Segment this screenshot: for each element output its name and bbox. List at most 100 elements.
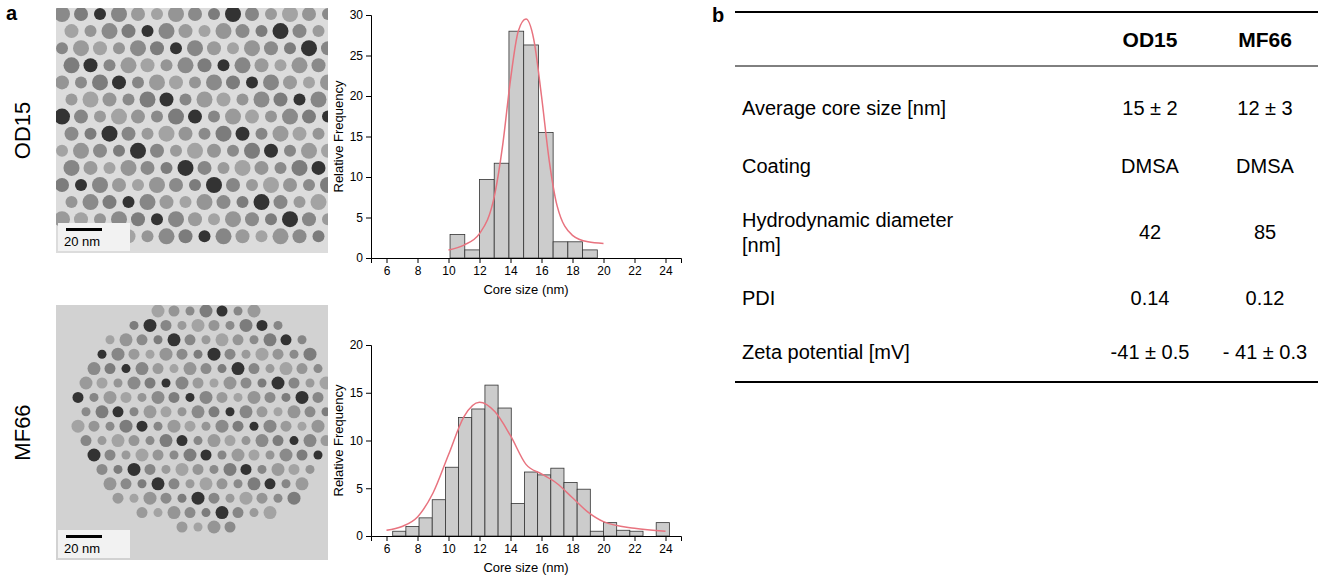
- particle: [168, 333, 181, 346]
- tick: 10: [442, 258, 456, 278]
- particle: [280, 449, 293, 462]
- particle: [273, 126, 289, 142]
- particle: [250, 508, 259, 517]
- particle: [185, 421, 196, 432]
- bar: [656, 523, 669, 536]
- tick-label: 12: [473, 542, 487, 556]
- particle: [240, 405, 253, 418]
- scale-bar-label: 20 nm: [64, 541, 100, 556]
- tick: 20: [350, 338, 371, 352]
- tick: 15: [350, 130, 371, 144]
- table-cell: DMSA: [1236, 155, 1294, 177]
- particle: [169, 178, 183, 192]
- particle: [179, 127, 193, 141]
- particle: [177, 522, 188, 533]
- particle: [200, 305, 213, 318]
- tick-mark: [366, 258, 371, 259]
- particle: [237, 94, 249, 106]
- particle: [232, 362, 245, 375]
- particle: [248, 477, 261, 490]
- bar: [465, 250, 480, 258]
- particle: [178, 494, 187, 503]
- particle: [313, 25, 325, 37]
- particle: [298, 422, 307, 431]
- particle: [122, 364, 131, 373]
- particle: [216, 228, 232, 244]
- bar: [432, 500, 445, 536]
- particle: [210, 379, 219, 388]
- table-rule: [735, 381, 1318, 383]
- particle: [140, 194, 156, 210]
- particle: [121, 392, 132, 403]
- particle: [120, 333, 133, 346]
- particle: [240, 319, 253, 332]
- particle: [227, 145, 239, 157]
- tick-mark: [635, 536, 636, 541]
- tick-label: 30: [350, 8, 364, 22]
- particle: [208, 111, 220, 123]
- particle: [273, 435, 284, 446]
- particle: [201, 450, 212, 461]
- particle: [170, 364, 179, 373]
- tick-mark: [366, 536, 371, 537]
- particle: [74, 8, 88, 21]
- tick-label: 18: [566, 542, 580, 556]
- tick: 10: [350, 434, 371, 448]
- tick-label: 16: [535, 542, 549, 556]
- particle: [264, 420, 277, 433]
- particle: [145, 378, 156, 389]
- particle: [93, 144, 107, 158]
- particle: [178, 57, 194, 73]
- particle: [303, 76, 315, 88]
- particle: [161, 493, 172, 504]
- particle: [312, 161, 326, 175]
- particle: [218, 59, 230, 71]
- particle: [66, 196, 78, 208]
- tick: 8: [415, 258, 422, 278]
- particle: [241, 464, 252, 475]
- particle: [197, 194, 213, 210]
- particle: [266, 364, 275, 373]
- particle: [84, 161, 98, 175]
- particle: [293, 127, 307, 141]
- tick: 12: [473, 258, 487, 278]
- particle: [131, 8, 145, 21]
- tick-mark: [387, 536, 388, 541]
- particle: [273, 349, 284, 360]
- particle: [226, 75, 240, 89]
- particle: [178, 407, 187, 416]
- tick: 24: [659, 536, 673, 556]
- particle: [114, 379, 123, 388]
- particle: [162, 465, 171, 474]
- particle: [320, 377, 329, 390]
- particle: [75, 179, 87, 191]
- particle: [265, 8, 277, 20]
- x-axis: 681012141618202224: [372, 258, 682, 278]
- tick: 30: [350, 8, 371, 22]
- particle: [280, 362, 293, 375]
- y-axis: 05101520: [350, 338, 372, 543]
- particle: [132, 179, 144, 191]
- particle: [88, 449, 101, 462]
- particle: [104, 59, 116, 71]
- particle: [234, 307, 243, 316]
- particle: [65, 24, 79, 38]
- particle: [168, 506, 181, 519]
- particle: [153, 450, 164, 461]
- tick-label: 5: [356, 211, 363, 225]
- tick: 6: [384, 536, 391, 556]
- particle: [209, 320, 220, 331]
- particle: [208, 348, 221, 361]
- particle: [293, 24, 307, 38]
- bar: [538, 132, 553, 258]
- particle: [64, 57, 80, 73]
- particle: [149, 74, 165, 90]
- particle: [236, 229, 250, 243]
- row-label-line: [nm]: [742, 234, 781, 256]
- particle: [282, 479, 291, 488]
- tick-mark: [366, 488, 371, 489]
- particle: [294, 196, 306, 208]
- particle: [226, 321, 235, 330]
- particle: [144, 492, 157, 505]
- tick-mark: [366, 177, 371, 178]
